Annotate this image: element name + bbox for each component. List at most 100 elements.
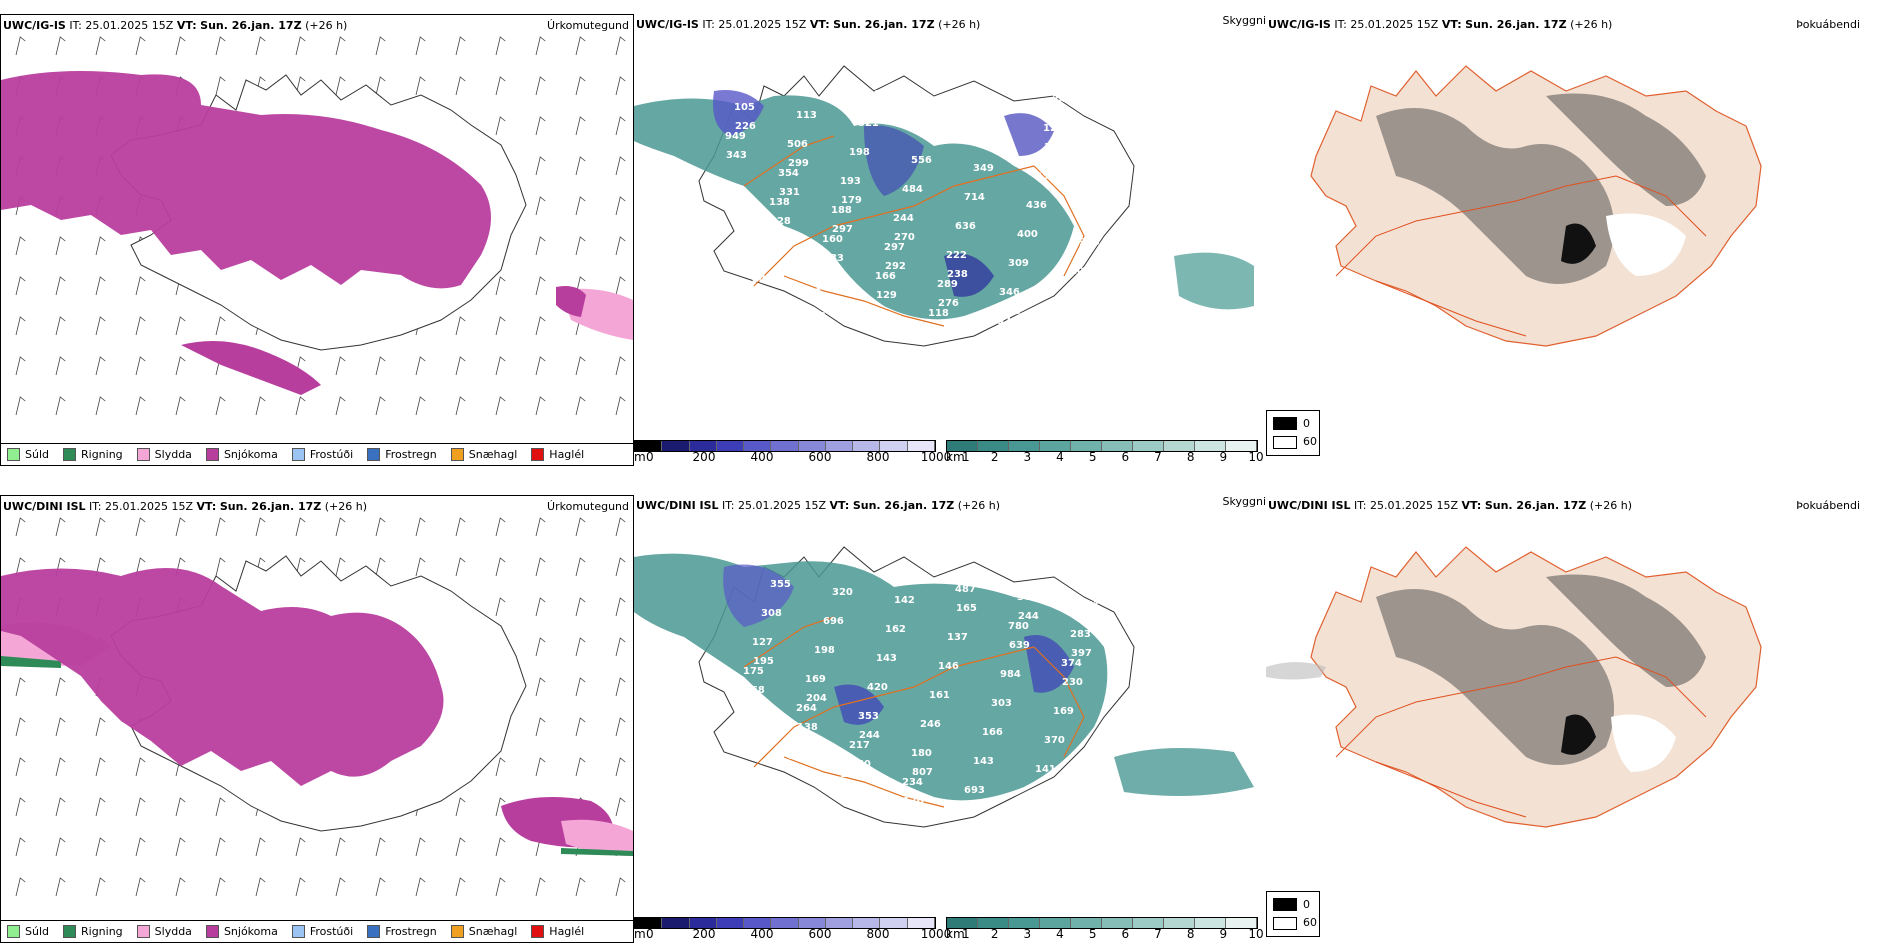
wind-barb	[415, 356, 426, 376]
scale-unit: m	[634, 450, 646, 464]
cloud-base-label: 639	[1009, 640, 1030, 651]
fog-dark	[1376, 108, 1614, 284]
panel-title-fog: Þokuábendi	[1796, 18, 1860, 31]
precip-panel-row1: UWC/IG-IS IT: 25.01.2025 15Z VT: Sun. 26…	[0, 14, 634, 466]
wind-barb	[455, 356, 466, 376]
cloud-base-label: 198	[849, 147, 870, 158]
low-cloud	[1004, 113, 1054, 156]
wind-barb	[135, 877, 146, 897]
wind-barb	[535, 356, 546, 376]
cloud-base-label: 349	[973, 163, 994, 174]
wind-barb	[95, 717, 106, 737]
wind-barb	[295, 517, 306, 537]
legend-label: Frostregn	[385, 925, 437, 938]
wind-barb	[375, 837, 386, 857]
wind-barb	[175, 396, 186, 416]
cloud-base-label: 118	[928, 308, 949, 319]
wind-barb	[175, 316, 186, 336]
wind-barb	[215, 316, 226, 336]
scale-tick-label: 0	[646, 927, 654, 941]
panel-title-fog: Þokuábendi	[1796, 499, 1860, 512]
scale-color-step	[744, 918, 772, 928]
panel-header: UWC/DINI ISL IT: 25.01.2025 15Z VT: Sun.…	[636, 499, 1000, 512]
rain-area	[1, 656, 61, 668]
wind-barb	[575, 116, 586, 136]
legend-swatch	[136, 925, 150, 938]
wind-barb	[495, 557, 506, 577]
wind-barb	[615, 116, 626, 136]
cloud-base-label: 195	[753, 656, 774, 667]
cloud-base-label: 170	[903, 796, 924, 807]
wind-barb	[335, 396, 346, 416]
cloud-base-label: 141	[1035, 764, 1056, 775]
cloud-base-label: 355	[770, 579, 791, 590]
cloud-base-label: 244	[1018, 611, 1039, 622]
cloud-base-label: 207	[1061, 295, 1082, 306]
wind-barb	[455, 36, 466, 56]
panel-title-precip: Úrkomutegund	[547, 500, 629, 513]
cloud-base-label: 363	[929, 97, 950, 108]
panel-title-cloud: Skyggni	[1222, 495, 1266, 508]
legend-item: Haglél	[531, 448, 584, 461]
scale-color-step	[1164, 918, 1195, 928]
sleet-area	[561, 819, 633, 856]
low-cloud	[713, 90, 764, 136]
scale-tick-label: 1	[962, 450, 970, 464]
legend-swatch	[63, 448, 76, 461]
wind-barb	[135, 557, 146, 577]
wind-barb	[615, 156, 626, 176]
wind-barb	[535, 396, 546, 416]
wind-barb	[55, 757, 66, 777]
scale-tick-label: 9	[1219, 927, 1228, 941]
fog-panel-row2: UWC/DINI ISL IT: 25.01.2025 15Z VT: Sun.…	[1266, 495, 1900, 945]
wind-barb	[135, 757, 146, 777]
cloud-base-label: 169	[805, 674, 826, 685]
wind-barb	[15, 717, 26, 737]
wind-barb	[615, 396, 626, 416]
wind-barb	[215, 396, 226, 416]
precip-legend: Súld Rigning Slydda Snjókoma Frostúði Fr…	[1, 920, 633, 942]
scale-tick-label: 600	[808, 927, 832, 941]
legend-item: Rigning	[63, 925, 123, 938]
wind-barb	[495, 837, 506, 857]
wind-barb	[375, 36, 386, 56]
wind-barb	[55, 797, 66, 817]
cloud-base-label: 162	[885, 624, 906, 635]
cloud-base-label: 244	[859, 730, 880, 741]
cloud-base-label: 331	[779, 187, 800, 198]
wind-barb	[575, 356, 586, 376]
scale-color-step	[1164, 441, 1195, 451]
wind-barb	[15, 757, 26, 777]
valid-time-label: VT:	[1441, 18, 1462, 31]
wind-barb	[415, 837, 426, 857]
scale-color-step	[947, 441, 978, 451]
road-network	[743, 135, 1085, 327]
fog-legend-white-value: 60	[1303, 435, 1317, 448]
wind-barb	[15, 236, 26, 256]
lead-time: (+26 h)	[1589, 499, 1633, 512]
cloud-base-label: 244	[893, 213, 914, 224]
wind-barb	[535, 236, 546, 256]
scale-color-step	[978, 441, 1009, 451]
cloud-base-label: 370	[1044, 735, 1065, 746]
legend-label: Haglél	[549, 925, 585, 938]
wind-barb	[615, 797, 626, 817]
scale-tick-label: 400	[750, 450, 774, 464]
wind-barb	[215, 877, 226, 897]
cloud-base-label: 408	[779, 780, 800, 791]
cloud-base-label: 180	[911, 748, 932, 759]
valid-time-label: VT:	[829, 499, 850, 512]
cloud-base-label: 258	[991, 105, 1012, 116]
wind-barb	[575, 517, 586, 537]
wind-barb	[615, 517, 626, 537]
scale-color-step	[1009, 441, 1040, 451]
wind-barb	[175, 797, 186, 817]
legend-swatch	[205, 448, 219, 461]
cloud-base-label: 115	[743, 303, 764, 314]
legend-swatch	[531, 925, 545, 938]
scale-m-bar	[634, 917, 936, 929]
cloud-base-label: 161	[929, 690, 950, 701]
scale-tick-label: 7	[1154, 927, 1162, 941]
cloud-base-label: 587	[965, 574, 986, 585]
scale-tick-label: 800	[866, 450, 890, 464]
